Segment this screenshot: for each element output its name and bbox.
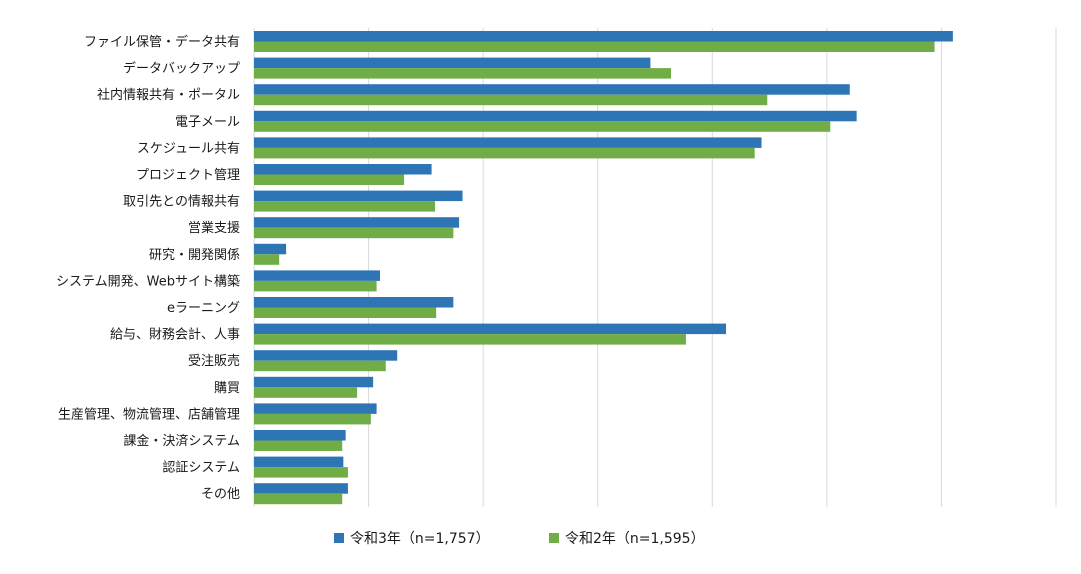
bar-r2 xyxy=(254,307,437,318)
bar-r3 xyxy=(254,456,344,468)
bar-r2 xyxy=(254,121,831,132)
bar-r2 xyxy=(254,360,386,372)
bar-r2 xyxy=(254,440,343,451)
bar-r2 xyxy=(254,68,672,79)
category-label: スケジュール共有 xyxy=(137,141,240,156)
category-label: 課金・決済システム xyxy=(123,433,240,449)
category-label: 購買 xyxy=(214,381,240,396)
category-label: データバックアップ xyxy=(123,61,240,77)
category-label: 電子メール xyxy=(175,115,240,130)
category-label: 生産管理、物流管理、店舗管理 xyxy=(58,406,240,422)
bar-r2 xyxy=(254,254,280,265)
grid-lines xyxy=(253,28,1057,507)
bar-r3 xyxy=(254,164,432,175)
bar-r3 xyxy=(254,84,850,95)
bar-r3 xyxy=(254,270,381,281)
bar-r2 xyxy=(254,334,686,345)
category-label: 認証システム xyxy=(162,460,240,476)
bar-r3 xyxy=(254,483,348,494)
bar-r3 xyxy=(254,350,398,361)
bar-r2 xyxy=(254,280,377,292)
bar-r2 xyxy=(254,413,371,425)
bar-r2 xyxy=(254,493,343,505)
bar-r2 xyxy=(254,387,358,398)
bars xyxy=(254,31,953,505)
category-label: 研究・開発関係 xyxy=(149,248,240,263)
bar-r2 xyxy=(254,467,348,478)
bar-r2 xyxy=(254,147,755,159)
bar-r2 xyxy=(254,174,405,185)
legend-label: 令和3年（n=1,757） xyxy=(350,531,490,547)
bar-r3 xyxy=(254,137,762,148)
category-label: その他 xyxy=(201,487,240,502)
bar-r3 xyxy=(254,403,377,414)
category-labels: ファイル保管・データ共有データバックアップ社内情報共有・ポータル電子メールスケジ… xyxy=(56,34,240,502)
legend: 令和3年（n=1,757） 令和2年（n=1,595） xyxy=(334,531,705,547)
bar-r2 xyxy=(254,227,454,239)
bar-r3 xyxy=(254,323,727,335)
bar-r2 xyxy=(254,201,436,212)
bar-r3 xyxy=(254,243,287,255)
category-label: 受注販売 xyxy=(188,353,240,369)
bar-r2 xyxy=(254,41,935,52)
category-label: 社内情報共有・ポータル xyxy=(97,87,240,103)
category-label: 給与、財務会計、人事 xyxy=(110,327,240,343)
category-label: システム開発、Webサイト構築 xyxy=(56,274,240,289)
legend-swatch xyxy=(334,533,344,543)
bar-r3 xyxy=(254,376,374,388)
bar-r3 xyxy=(254,217,460,228)
bar-r3 xyxy=(254,297,454,308)
category-label: プロジェクト管理 xyxy=(136,168,240,183)
category-label: eラーニング xyxy=(167,301,240,316)
bar-r3 xyxy=(254,110,857,122)
bar-r3 xyxy=(254,57,651,69)
bar-r2 xyxy=(254,94,768,106)
legend-swatch xyxy=(549,533,559,543)
category-label: 取引先との情報共有 xyxy=(123,195,240,210)
bar-r3 xyxy=(254,31,953,42)
bar-r3 xyxy=(254,430,346,441)
legend-label: 令和2年（n=1,595） xyxy=(565,531,705,547)
bar-r3 xyxy=(254,190,463,202)
category-label: 営業支援 xyxy=(188,220,240,236)
category-label: ファイル保管・データ共有 xyxy=(84,34,240,50)
